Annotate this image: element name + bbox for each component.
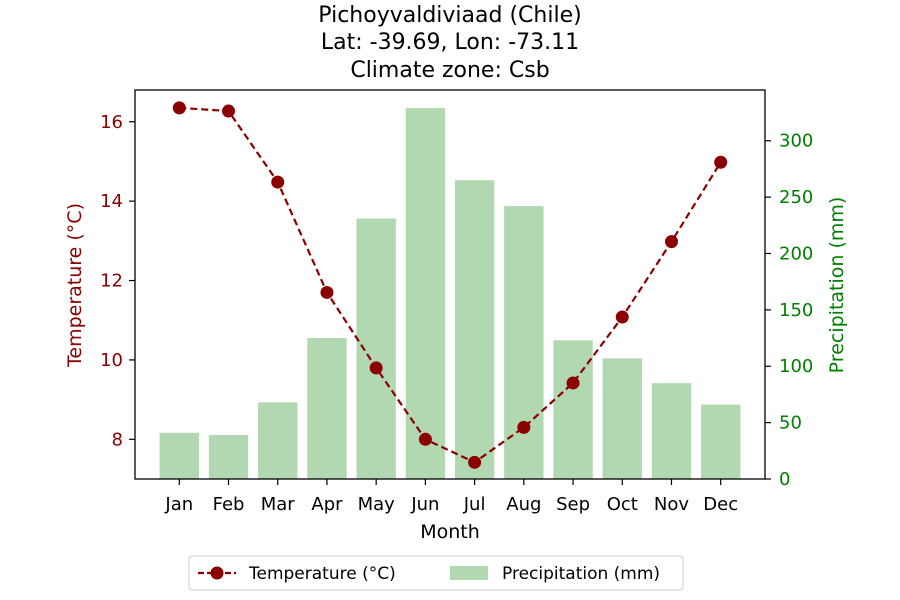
temperature-point-sep — [566, 376, 580, 390]
precipitation-bar-dec — [701, 404, 741, 479]
plot-frame — [134, 89, 766, 480]
temperature-point-jan — [172, 101, 186, 115]
right-tick-label: 150 — [779, 300, 813, 321]
x-tick-label: Oct — [607, 494, 638, 515]
x-tick-label: Dec — [703, 494, 738, 515]
x-axis-label: Month — [420, 521, 480, 543]
legend-box — [188, 555, 684, 591]
temperature-point-jun — [418, 432, 432, 446]
right-tick-label: 50 — [779, 413, 802, 434]
temperature-point-mar — [271, 175, 285, 189]
temperature-point-nov — [664, 235, 678, 249]
right-tick-label: 200 — [779, 243, 813, 264]
right-axis-label: Precipitation (mm) — [826, 197, 848, 374]
temperature-point-oct — [615, 310, 629, 324]
legend: Temperature (°C) Precipitation (mm) — [188, 555, 684, 591]
temperature-point-aug — [517, 420, 531, 434]
x-tick-label: Mar — [261, 494, 296, 515]
title-line-1: Pichoyvaldiviaad (Chile) — [318, 3, 581, 28]
x-tick-label: Feb — [213, 494, 245, 515]
left-axis-label: Temperature (°C) — [64, 203, 86, 368]
precipitation-bar-mar — [258, 402, 298, 479]
temperature-series — [172, 101, 728, 469]
precipitation-bar-jun — [405, 108, 446, 479]
legend-temperature-marker — [210, 566, 224, 580]
left-tick-label: 12 — [100, 271, 123, 292]
precipitation-bar-oct — [602, 358, 642, 479]
precipitation-bar-apr — [307, 338, 347, 479]
right-tick-label: 100 — [779, 356, 813, 377]
precipitation-bar-may — [356, 218, 396, 479]
x-axis-ticks: Jan Feb Mar Apr May Jun Jul Aug Sep Oct Nov Dec — [164, 479, 738, 515]
title-line-3: Climate zone: Csb — [350, 58, 549, 83]
title-line-2: Lat: -39.69, Lon: -73.11 — [321, 30, 579, 55]
precipitation-bar-jul — [454, 180, 495, 480]
x-tick-label: Jun — [410, 494, 439, 515]
x-tick-label: Apr — [311, 494, 343, 515]
x-tick-label: Jul — [463, 494, 486, 515]
chart-title: Pichoyvaldiviaad (Chile) Lat: -39.69, Lo… — [318, 3, 581, 83]
right-tick-label: 250 — [779, 187, 813, 208]
left-tick-label: 8 — [112, 429, 123, 450]
temperature-point-apr — [320, 285, 334, 299]
x-tick-label: Nov — [654, 494, 689, 515]
precipitation-bar-feb — [208, 435, 249, 479]
right-tick-label: 0 — [779, 469, 790, 490]
left-tick-label: 16 — [100, 112, 123, 133]
temperature-point-may — [369, 361, 383, 375]
left-tick-label: 10 — [100, 350, 123, 371]
left-axis-ticks: 8 10 12 14 16 — [100, 112, 135, 450]
x-tick-label: Sep — [556, 494, 590, 515]
x-tick-label: May — [358, 494, 396, 515]
temperature-point-dec — [714, 155, 728, 169]
legend-precipitation-label: Precipitation (mm) — [502, 564, 660, 584]
temperature-point-jul — [468, 455, 482, 469]
x-tick-label: Aug — [506, 494, 541, 515]
right-tick-label: 300 — [779, 131, 813, 152]
left-tick-label: 14 — [100, 191, 123, 212]
temperature-line — [179, 106, 722, 464]
precipitation-bar-sep — [553, 340, 593, 479]
x-tick-label: Jan — [164, 494, 193, 515]
precipitation-bar-nov — [651, 383, 692, 479]
precipitation-bar-jan — [159, 432, 199, 479]
legend-precipitation-swatch — [450, 566, 488, 580]
temperature-point-feb — [222, 104, 236, 118]
right-axis-ticks: 0 50 100 150 200 250 300 — [765, 131, 813, 490]
legend-temperature-label: Temperature (°C) — [248, 564, 396, 584]
precipitation-bars — [159, 108, 741, 480]
